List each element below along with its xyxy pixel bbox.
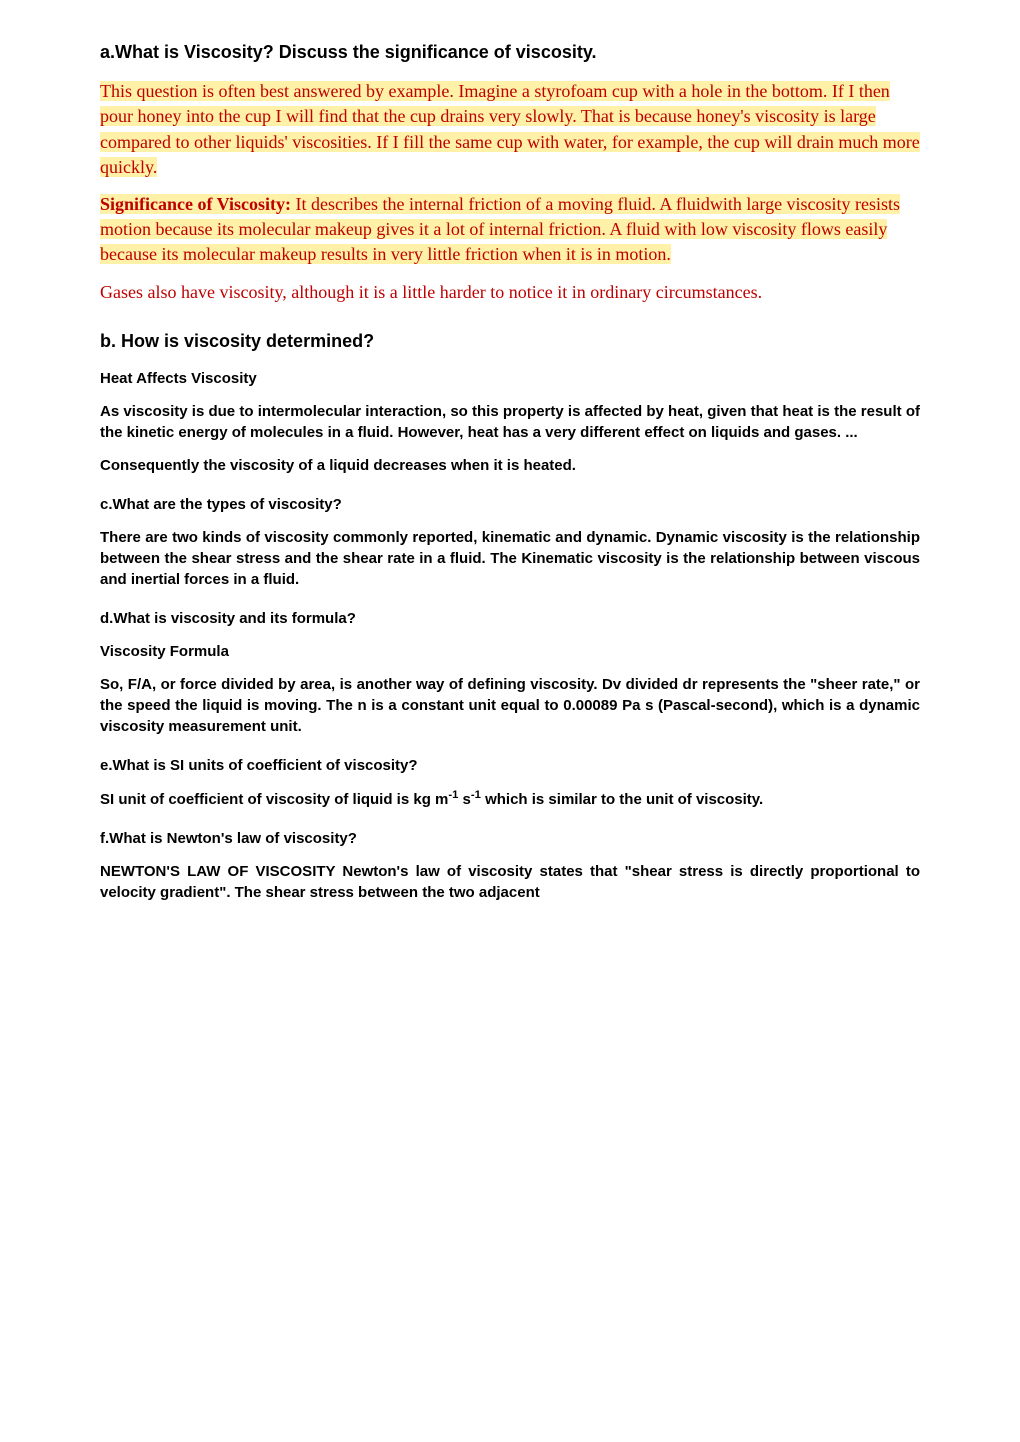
para-b2: Consequently the viscosity of a liquid d… <box>100 455 920 476</box>
heading-d: d.What is viscosity and its formula? <box>100 608 920 629</box>
e1-sup2: -1 <box>471 789 481 801</box>
para-d1: So, F/A, or force divided by area, is an… <box>100 674 920 737</box>
para-a2: Significance of Viscosity: It describes … <box>100 192 920 268</box>
heading-c: c.What are the types of viscosity? <box>100 494 920 515</box>
highlight-a1: This question is often best answered by … <box>100 81 920 177</box>
e1-sup1: -1 <box>448 789 458 801</box>
significance-lead: Significance of Viscosity: <box>100 194 291 214</box>
e1-post: which is similar to the unit of viscosit… <box>481 791 763 808</box>
para-a3: Gases also have viscosity, although it i… <box>100 280 920 305</box>
e1-pre: SI unit of coefficient of viscosity of l… <box>100 791 448 808</box>
highlight-a2: Significance of Viscosity: It describes … <box>100 194 900 264</box>
para-c1: There are two kinds of viscosity commonl… <box>100 527 920 590</box>
heading-f: f.What is Newton's law of viscosity? <box>100 828 920 849</box>
sub-d: Viscosity Formula <box>100 641 920 662</box>
para-f1: NEWTON'S LAW OF VISCOSITY Newton's law o… <box>100 861 920 903</box>
heading-e: e.What is SI units of coefficient of vis… <box>100 755 920 776</box>
e1-mid: s <box>458 791 471 808</box>
text-a3: Gases also have viscosity, although it i… <box>100 282 762 302</box>
para-e1: SI unit of coefficient of viscosity of l… <box>100 788 920 810</box>
para-b1: As viscosity is due to intermolecular in… <box>100 401 920 443</box>
para-a1: This question is often best answered by … <box>100 79 920 180</box>
heading-a: a.What is Viscosity? Discuss the signifi… <box>100 40 920 65</box>
heading-b: b. How is viscosity determined? <box>100 329 920 354</box>
sub-b: Heat Affects Viscosity <box>100 368 920 389</box>
